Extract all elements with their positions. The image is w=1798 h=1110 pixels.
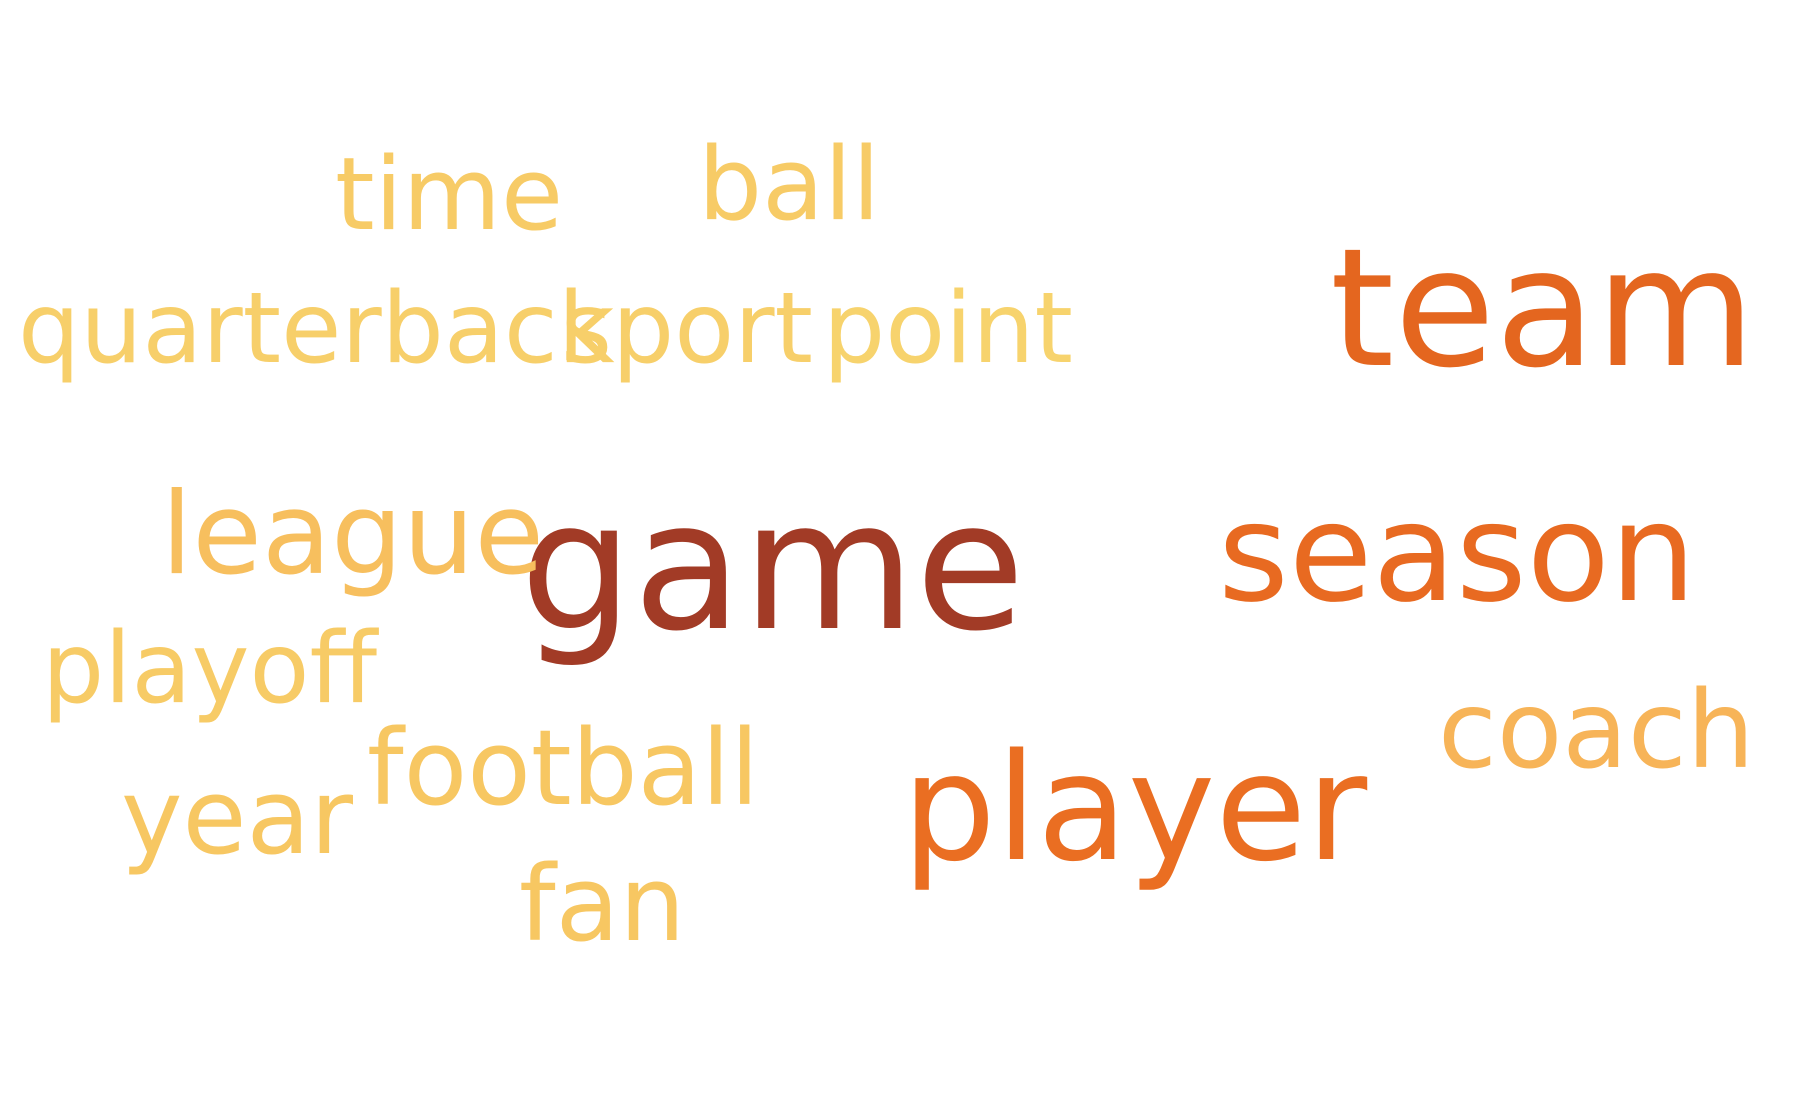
word-fan: fan	[519, 843, 686, 965]
word-ball: ball	[698, 125, 881, 243]
word-year: year	[121, 756, 354, 878]
word-time: time	[335, 135, 564, 253]
word-coach: coach	[1438, 669, 1755, 793]
word-league: league	[161, 468, 545, 600]
word-quarterback: quarterback	[18, 272, 615, 386]
word-player: player	[902, 722, 1368, 894]
word-playoff: playoff	[42, 612, 377, 726]
word-sport: sport	[561, 272, 813, 386]
word-game: game	[520, 463, 1025, 670]
word-point: point	[823, 272, 1073, 386]
word-season: season	[1218, 475, 1697, 633]
word-football: football	[367, 707, 760, 829]
word-team: team	[1330, 213, 1756, 404]
